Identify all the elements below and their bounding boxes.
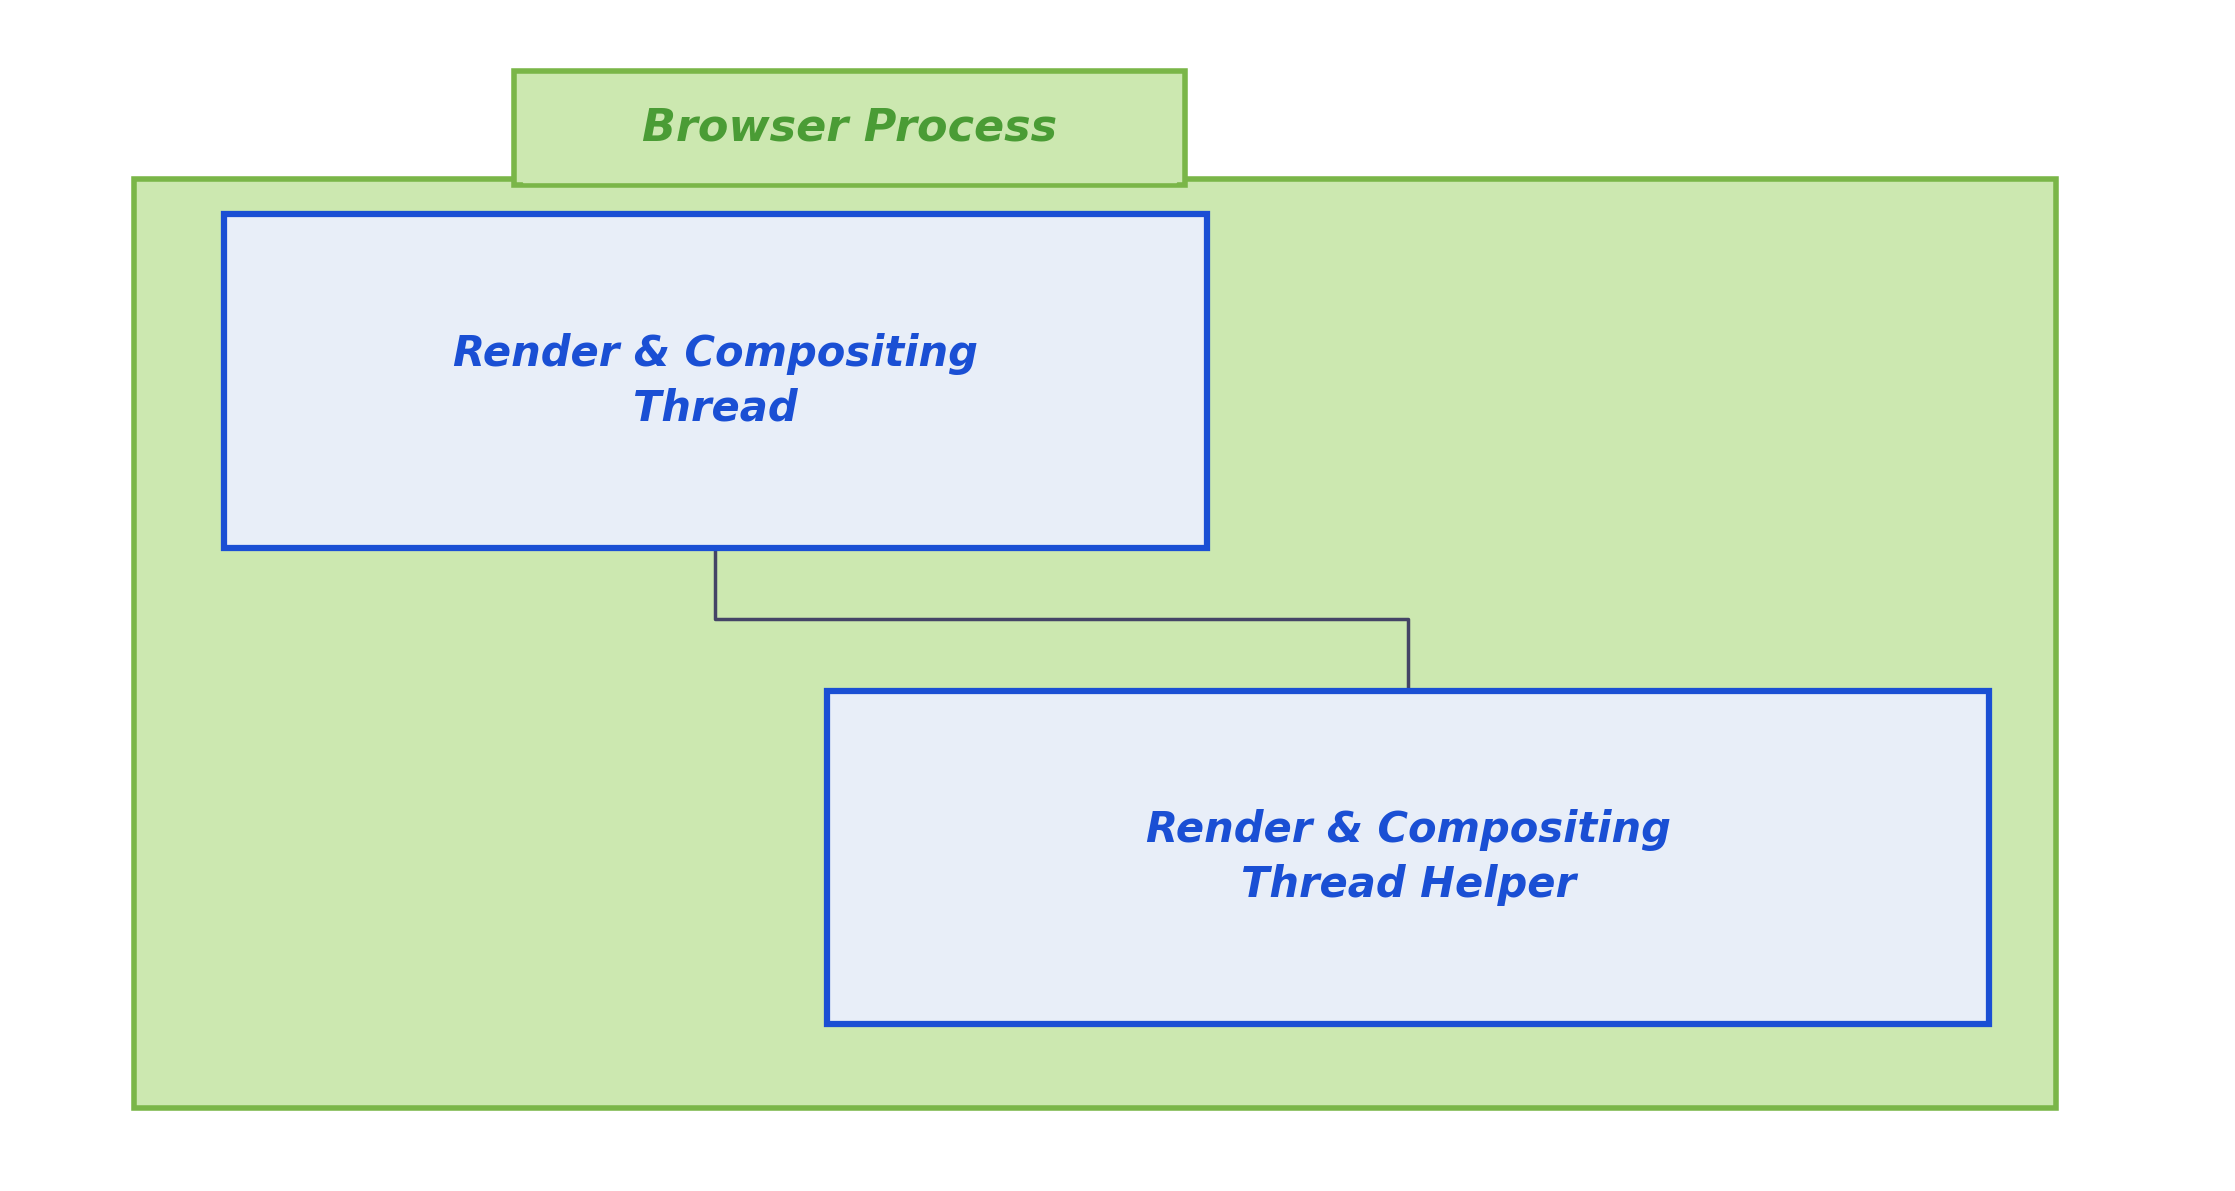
Bar bbox=[523, 168, 1176, 182]
Text: Render & Compositing
Thread Helper: Render & Compositing Thread Helper bbox=[1147, 809, 1670, 906]
Bar bbox=[224, 214, 1207, 548]
Text: Browser Process: Browser Process bbox=[641, 106, 1057, 150]
Bar bbox=[134, 179, 2056, 1108]
Text: Render & Compositing
Thread: Render & Compositing Thread bbox=[454, 332, 977, 430]
Bar bbox=[514, 71, 1185, 185]
Bar bbox=[827, 691, 1989, 1024]
